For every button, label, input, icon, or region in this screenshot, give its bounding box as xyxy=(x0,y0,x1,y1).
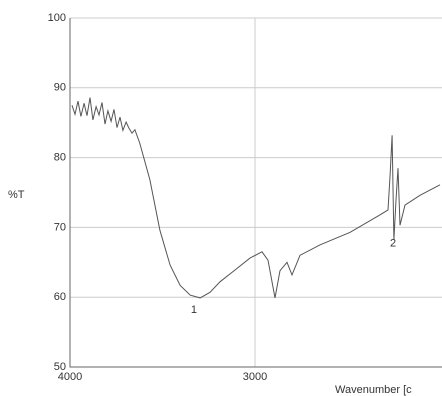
y-tick-label: 60 xyxy=(54,291,66,303)
spectrum-line xyxy=(71,97,441,299)
y-tick-label: 80 xyxy=(54,152,66,164)
plot-frame xyxy=(69,18,442,368)
x-axis-label: Wavenumber [c xyxy=(335,384,412,396)
x-tick-label: 3000 xyxy=(243,371,267,383)
peak-label: 2 xyxy=(390,238,396,250)
y-tick-label: 100 xyxy=(48,12,66,24)
y-tick-label: 70 xyxy=(54,221,66,233)
peak-label: 1 xyxy=(191,304,197,316)
y-axis-label: %T xyxy=(8,189,25,201)
y-tick-label: 50 xyxy=(54,361,66,373)
y-tick-label: 90 xyxy=(54,82,66,94)
x-tick-label: 4000 xyxy=(58,371,82,383)
